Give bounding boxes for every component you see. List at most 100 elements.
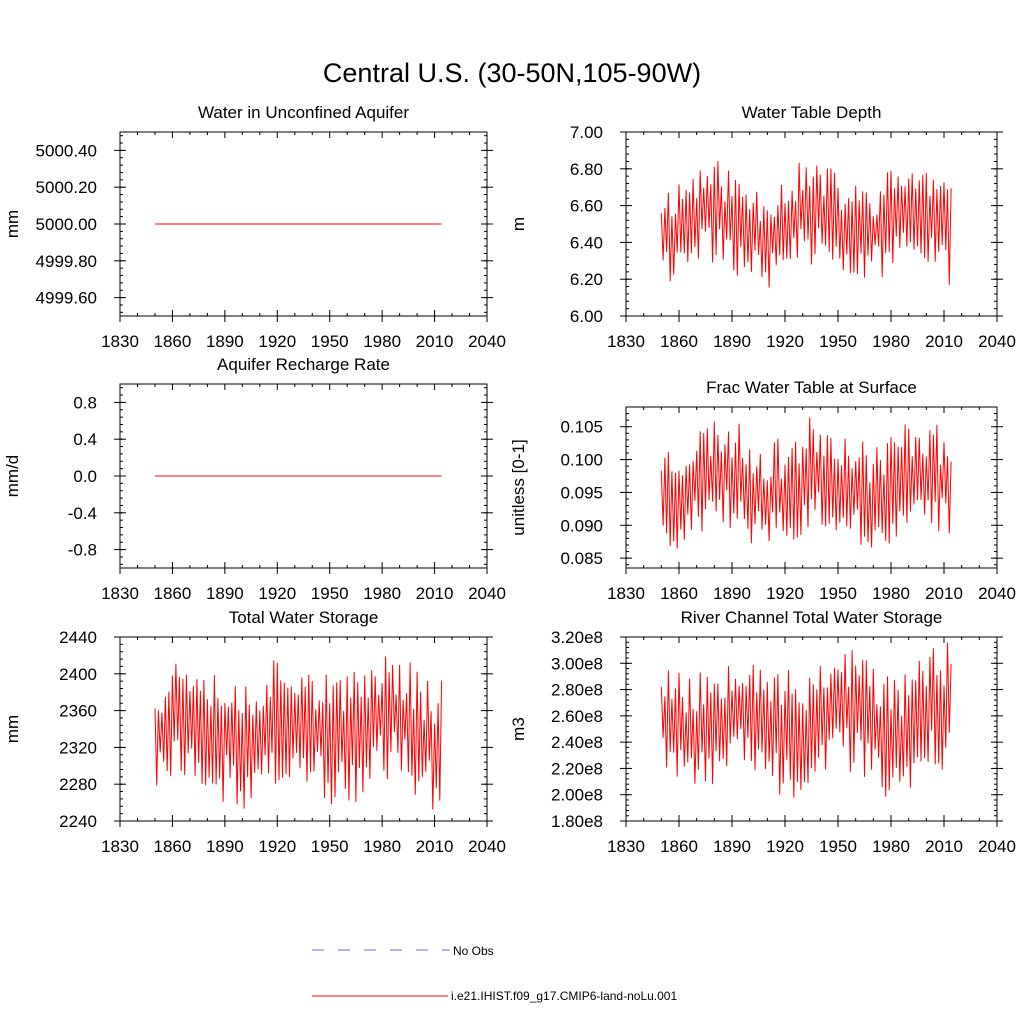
- x-tick-label: 1950: [819, 837, 857, 856]
- x-tick-label: 2010: [416, 584, 454, 603]
- x-tick-label: 1980: [363, 584, 401, 603]
- x-tick-label: 2040: [978, 584, 1016, 603]
- x-tick-label: 1860: [154, 584, 192, 603]
- y-tick-label: 4999.80: [36, 252, 97, 271]
- y-tick-label: 2320: [59, 738, 97, 757]
- panel-frac-water-table-at-surface: Frac Water Table at Surface unitless [0-1…: [509, 378, 1016, 603]
- x-tick-label: 1830: [101, 837, 139, 856]
- figure-title: Central U.S. (30-50N,105-90W): [323, 58, 701, 88]
- panel-title: Total Water Storage: [229, 608, 379, 627]
- x-tick-label: 1980: [872, 332, 910, 351]
- y-tick-label: 0.095: [560, 483, 603, 502]
- x-tick-label: 1920: [258, 837, 296, 856]
- x-tick-label: 1890: [713, 837, 751, 856]
- x-tick-label: 1890: [713, 332, 751, 351]
- x-tick-label: 1920: [766, 837, 804, 856]
- panel-title: Water in Unconfined Aquifer: [198, 103, 409, 122]
- x-tick-label: 1830: [607, 584, 645, 603]
- x-tick-label: 1860: [660, 332, 698, 351]
- x-tick-label: 2040: [468, 584, 506, 603]
- legend-label-no-obs: No Obs: [453, 944, 494, 958]
- y-tick-label: 6.00: [570, 307, 603, 326]
- x-tick-label: 1890: [206, 332, 244, 351]
- y-tick-label: 4999.60: [36, 289, 97, 308]
- x-tick-label: 1950: [311, 332, 349, 351]
- x-tick-label: 1950: [819, 584, 857, 603]
- x-tick-label: 2040: [468, 837, 506, 856]
- panels: Water in Unconfined Aquifer mm 1830 1860 189…: [3, 103, 1016, 856]
- series-line: [660, 642, 952, 798]
- y-tick-label: 0.8: [73, 393, 97, 412]
- y-tick-label: 6.40: [570, 233, 603, 252]
- x-tick-label: 1860: [154, 332, 192, 351]
- x-tick-label: 1950: [311, 584, 349, 603]
- y-axis-label: mm: [3, 715, 22, 743]
- y-tick-label: 1.80e8: [551, 812, 603, 831]
- series-line: [660, 160, 952, 288]
- y-tick-label: 0.105: [560, 418, 603, 437]
- panel-title: Water Table Depth: [742, 103, 882, 122]
- legend: No Obs i.e21.IHIST.f09_g17.CMIP6-land-no…: [312, 944, 677, 1003]
- y-tick-label: 0.4: [73, 430, 97, 449]
- plot-frame: [625, 131, 998, 317]
- x-tick-label: 1830: [101, 584, 139, 603]
- x-tick-label: 1860: [154, 837, 192, 856]
- y-tick-label: 3.20e8: [551, 628, 603, 647]
- y-tick-label: -0.8: [68, 541, 97, 560]
- y-tick-label: 6.20: [570, 270, 603, 289]
- y-tick-label: 2400: [59, 665, 97, 684]
- x-tick-label: 2010: [925, 332, 963, 351]
- x-tick-label: 1950: [819, 332, 857, 351]
- x-tick-label: 1980: [363, 332, 401, 351]
- x-tick-label: 1890: [206, 584, 244, 603]
- x-tick-label: 1920: [766, 332, 804, 351]
- x-tick-label: 1980: [872, 584, 910, 603]
- plot-frame: [625, 636, 998, 822]
- y-tick-label: 3.00e8: [551, 654, 603, 673]
- y-tick-label: 2.20e8: [551, 759, 603, 778]
- series-line: [660, 417, 952, 549]
- x-tick-label: 1830: [607, 837, 645, 856]
- plot-frame: [119, 383, 488, 569]
- x-tick-label: 1950: [311, 837, 349, 856]
- x-tick-label: 1980: [872, 837, 910, 856]
- x-tick-label: 2040: [978, 332, 1016, 351]
- y-tick-label: 0.100: [560, 451, 603, 470]
- panel-total-water-storage: Total Water Storage mm 1830 1860 1890 1920 195…: [3, 608, 506, 856]
- y-tick-label: 0.0: [73, 467, 97, 486]
- panel-water-table-depth: Water Table Depth m 1830 1860 1890 1920 1950 19…: [509, 103, 1016, 351]
- panel-aquifer-recharge-rate: Aquifer Recharge Rate mm/d 1830 1860 1890 192…: [3, 355, 506, 603]
- panel-title: River Channel Total Water Storage: [681, 608, 943, 627]
- x-tick-label: 1920: [766, 584, 804, 603]
- plot-frame: [119, 636, 488, 822]
- y-tick-label: 5000.20: [36, 178, 97, 197]
- y-axis-label: mm/d: [3, 455, 22, 498]
- x-tick-label: 1920: [258, 332, 296, 351]
- y-tick-label: 0.085: [560, 549, 603, 568]
- y-tick-label: 2440: [59, 628, 97, 647]
- y-tick-label: 2.80e8: [551, 681, 603, 700]
- series-line: [154, 656, 443, 810]
- x-tick-label: 1890: [713, 584, 751, 603]
- plot-frame: [119, 131, 488, 317]
- y-tick-label: 2.40e8: [551, 733, 603, 752]
- legend-label-model: i.e21.IHIST.f09_g17.CMIP6-land-noLu.001: [451, 989, 677, 1003]
- y-tick-label: 6.80: [570, 160, 603, 179]
- x-tick-label: 2040: [468, 332, 506, 351]
- x-tick-label: 1890: [206, 837, 244, 856]
- x-tick-label: 2010: [925, 837, 963, 856]
- y-tick-label: 2280: [59, 775, 97, 794]
- x-tick-label: 2010: [925, 584, 963, 603]
- y-tick-label: 7.00: [570, 123, 603, 142]
- x-tick-label: 2040: [978, 837, 1016, 856]
- y-axis-label: unitless [0-1]: [509, 439, 528, 535]
- y-tick-label: 2240: [59, 812, 97, 831]
- y-tick-label: 2360: [59, 702, 97, 721]
- y-axis-label: m: [509, 217, 528, 231]
- x-tick-label: 1920: [258, 584, 296, 603]
- x-tick-label: 1860: [660, 837, 698, 856]
- x-tick-label: 2010: [416, 332, 454, 351]
- x-tick-label: 1980: [363, 837, 401, 856]
